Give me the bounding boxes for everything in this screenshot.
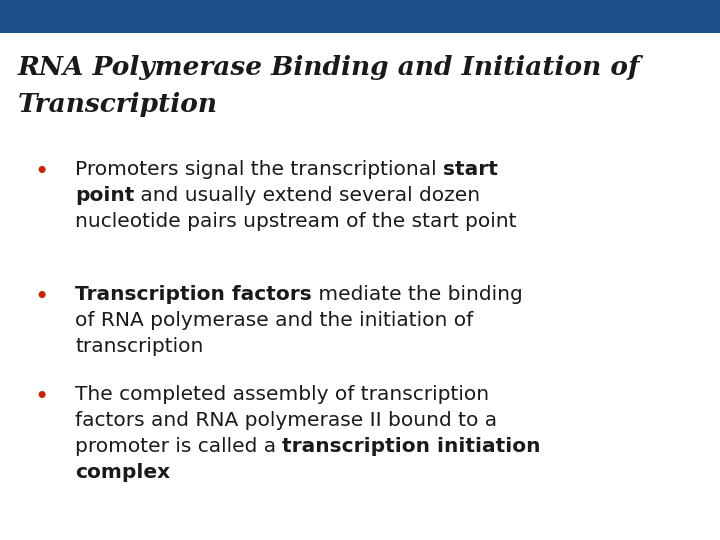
Text: nucleotide pairs upstream of the start point: nucleotide pairs upstream of the start p…: [75, 212, 516, 231]
Text: transcription: transcription: [75, 337, 203, 356]
Text: point: point: [75, 186, 135, 205]
Text: Transcription: Transcription: [18, 92, 218, 117]
Text: •: •: [35, 285, 49, 309]
Text: promoter is called a: promoter is called a: [75, 437, 282, 456]
Text: complex: complex: [75, 463, 170, 482]
Text: The completed assembly of transcription: The completed assembly of transcription: [75, 385, 489, 404]
Text: factors and RNA polymerase II bound to a: factors and RNA polymerase II bound to a: [75, 411, 497, 430]
Bar: [0, 0, 720, 33]
Text: of RNA polymerase and the initiation of: of RNA polymerase and the initiation of: [75, 311, 473, 330]
Text: Transcription factors: Transcription factors: [75, 285, 312, 304]
Text: mediate the binding: mediate the binding: [312, 285, 523, 304]
Text: RNA Polymerase Binding and Initiation of: RNA Polymerase Binding and Initiation of: [18, 55, 640, 80]
Text: Promoters signal the transcriptional: Promoters signal the transcriptional: [75, 160, 443, 179]
Text: •: •: [35, 385, 49, 409]
Text: transcription initiation: transcription initiation: [282, 437, 541, 456]
Text: •: •: [35, 160, 49, 184]
Text: and usually extend several dozen: and usually extend several dozen: [135, 186, 480, 205]
Text: start: start: [443, 160, 498, 179]
